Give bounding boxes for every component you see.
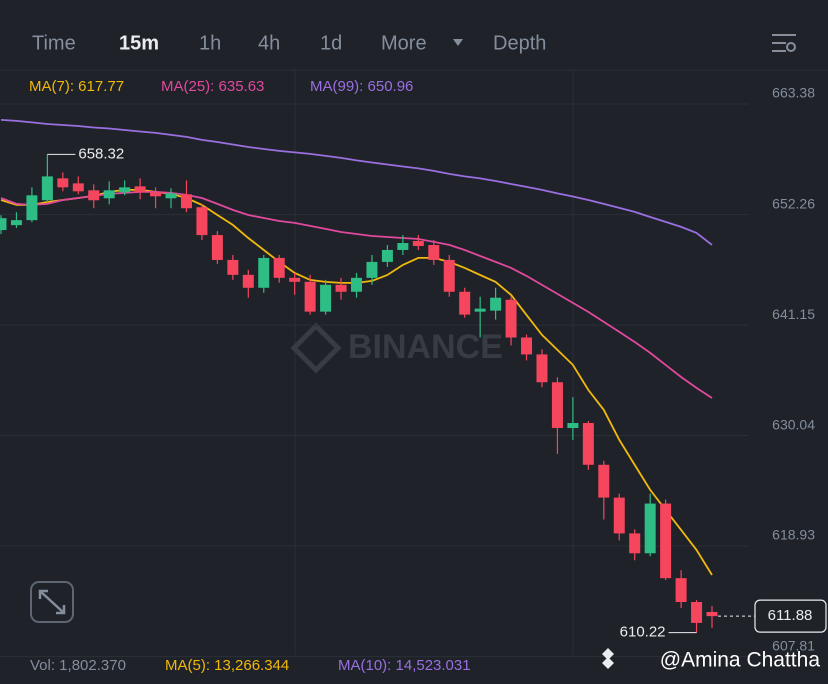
tab[interactable]: Time: [32, 32, 76, 54]
candle-body: [273, 257, 285, 278]
candle-body: [459, 291, 471, 315]
annotations: 658.32 610.22 611.88: [47, 145, 827, 641]
y-tick-label: 607.81: [772, 637, 815, 653]
volume-ma10: MA(10): 14,523.031: [338, 657, 471, 674]
ma-legend: MA(7): 617.77 MA(25): 635.63 MA(99): 650.9…: [29, 78, 413, 95]
candle-body: [351, 277, 362, 292]
candle-body: [474, 308, 486, 312]
candle-body: [598, 464, 610, 498]
candle-body: [289, 277, 301, 282]
credit-logo: [602, 648, 614, 669]
legend-entry: MA(25): 635.63: [161, 78, 264, 95]
candle-body: [381, 249, 393, 262]
timeframe-tabs: Time 15m 1h 4h 1d More Depth: [32, 32, 546, 54]
candle-body: [103, 190, 115, 199]
candle-body: [551, 382, 563, 428]
y-tick-label: 663.38: [772, 85, 815, 101]
candle-body: [613, 497, 625, 534]
tab[interactable]: Depth: [493, 32, 546, 54]
max-label: 658.32: [78, 145, 124, 162]
candle-body: [335, 284, 347, 292]
candle-body: [119, 187, 131, 193]
candle-body: [26, 195, 38, 221]
candle-body: [675, 578, 687, 603]
candle-body: [211, 235, 223, 260]
y-tick-label: 618.93: [772, 527, 815, 543]
volume-label: Vol: 1,802.370: [30, 657, 126, 674]
candle-body: [412, 241, 424, 247]
tab[interactable]: 4h: [258, 32, 280, 54]
volume-ma5: MA(5): 13,266.344: [165, 657, 289, 674]
candle-body: [521, 337, 533, 355]
candle-body: [258, 257, 270, 288]
candle-body: [41, 176, 53, 201]
candle-body: [72, 183, 84, 192]
price-box: [754, 599, 827, 633]
price-label: 611.88: [768, 607, 813, 624]
candle-body: [227, 259, 239, 275]
candle-body: [242, 274, 254, 288]
tab[interactable]: 15m: [119, 32, 159, 54]
candle-body: [644, 503, 656, 554]
candle-body: [88, 190, 100, 201]
y-tick-label: 641.15: [772, 306, 815, 322]
more-caret: [453, 39, 463, 46]
y-tick-label: 652.26: [772, 195, 815, 211]
candle-body: [304, 281, 316, 312]
legend-entry: MA(99): 650.96: [310, 78, 413, 95]
ma-line: [0, 190, 713, 399]
tab[interactable]: More: [381, 32, 427, 54]
candle-body: [10, 220, 22, 226]
candle-body: [428, 245, 440, 260]
credit: @Amina Chattha: [660, 649, 821, 672]
candle-body: [629, 533, 641, 554]
grid: 663.38 652.26 641.15 630.04 618.93 607.81: [0, 85, 815, 658]
candle-body: [0, 218, 7, 231]
candle-body: [134, 186, 146, 193]
watermark-text: BINANCE: [348, 328, 503, 366]
min-label: 610.22: [620, 624, 666, 641]
candle-body: [57, 178, 69, 188]
legend-entry: MA(7): 617.77: [29, 78, 124, 95]
candle-body: [691, 602, 703, 623]
candle-body: [706, 611, 718, 617]
candle-body: [443, 259, 455, 292]
candle-body: [567, 423, 579, 428]
tab[interactable]: 1d: [320, 32, 342, 54]
candle-body: [397, 243, 409, 250]
tab[interactable]: 1h: [199, 32, 221, 54]
candle-body: [150, 192, 162, 197]
candle-body: [490, 297, 502, 311]
ma-line: [0, 119, 713, 246]
candle-body: [196, 207, 208, 236]
y-tick-label: 630.04: [772, 416, 815, 432]
settings-icon: [772, 34, 796, 52]
candles: [0, 154, 718, 633]
candle-body: [366, 261, 378, 278]
candle-body: [660, 503, 672, 579]
expand-icon: [38, 589, 66, 615]
expand-button[interactable]: [30, 581, 74, 623]
candle-body: [180, 194, 192, 209]
candle-body: [582, 423, 594, 465]
candle-body: [536, 354, 548, 383]
candle-body: [320, 284, 332, 312]
watermark: BINANCE: [290, 322, 503, 374]
candle-body: [505, 299, 517, 338]
candle-body: [165, 193, 177, 199]
